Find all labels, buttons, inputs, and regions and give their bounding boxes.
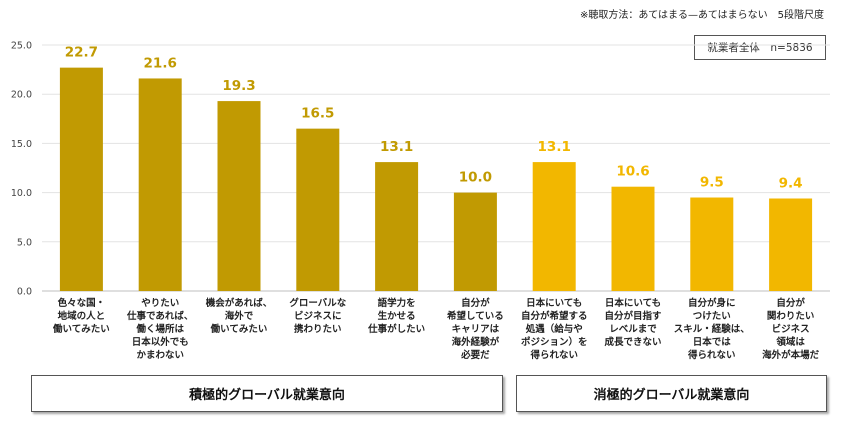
category-label: やりたい仕事であれば、働く場所は日本以外でもかまわない (126, 298, 193, 361)
category-label: 語学力を生かせる仕事がしたい (367, 297, 425, 335)
bars (59, 67, 813, 292)
category-labels: 色々な国・地域の人と働いてみたいやりたい仕事であれば、働く場所は日本以外でもかま… (52, 297, 820, 361)
group-label-negative: 消極的グローバル就業意向 (516, 375, 827, 412)
y-tick-label: 0.0 (17, 287, 32, 298)
bar (769, 198, 813, 291)
category-label: 日本にいても自分が希望する処遇（給与やポジション）を得られない (521, 297, 588, 361)
bar-chart: 0.0 5.0 10.0 15.0 20.0 25.0 22.7 21.6 19.3 16.5 1… (11, 41, 830, 361)
data-label: 21.6 (144, 55, 177, 71)
category-label: 自分が関わりたいビジネス領域は海外が本場だ (762, 297, 820, 361)
y-tick-label: 15.0 (11, 139, 32, 150)
y-tick-label: 25.0 (11, 41, 32, 52)
survey-method-note: ※聴取方法：あてはまる—あてはまらない 5段階尺度 (580, 10, 824, 21)
bar (532, 162, 576, 291)
bar (690, 197, 734, 291)
data-label: 22.7 (65, 45, 98, 61)
y-tick-label: 10.0 (11, 188, 32, 199)
data-label: 9.5 (700, 175, 724, 191)
data-label: 13.1 (538, 139, 571, 155)
category-label: 自分が身につけたいスキル・経験は、日本では得られない (674, 297, 750, 361)
data-label: 13.1 (380, 139, 413, 155)
value-labels: 22.7 21.6 19.3 16.5 13.1 10.0 13.1 10.6 9.5 9.4 (65, 45, 803, 192)
category-label: 色々な国・地域の人と働いてみたい (52, 297, 110, 335)
data-label: 10.6 (616, 164, 649, 180)
y-tick-label: 5.0 (17, 237, 32, 248)
data-label: 19.3 (222, 78, 255, 94)
category-label: 自分が希望しているキャリアは海外経験が必要だ (447, 297, 504, 361)
bar (59, 67, 103, 291)
data-label: 9.4 (779, 176, 803, 192)
bar (375, 162, 419, 291)
group-label-positive: 積極的グローバル就業意向 (31, 375, 503, 412)
bar (217, 101, 261, 291)
bar (453, 192, 497, 291)
bar (296, 128, 340, 291)
bar (611, 186, 655, 291)
y-tick-label: 20.0 (11, 90, 32, 101)
category-label: 日本にいても自分が目指すレベルまで成長できない (604, 297, 662, 348)
bar (138, 78, 182, 292)
data-label: 16.5 (301, 106, 334, 122)
y-axis-ticks: 0.0 5.0 10.0 15.0 20.0 25.0 (11, 41, 32, 298)
data-label: 10.0 (459, 170, 492, 186)
category-label: グローバルなビジネスに携わりたい (289, 297, 346, 335)
category-label: 機会があれば、海外で働いてみたい (206, 297, 273, 335)
